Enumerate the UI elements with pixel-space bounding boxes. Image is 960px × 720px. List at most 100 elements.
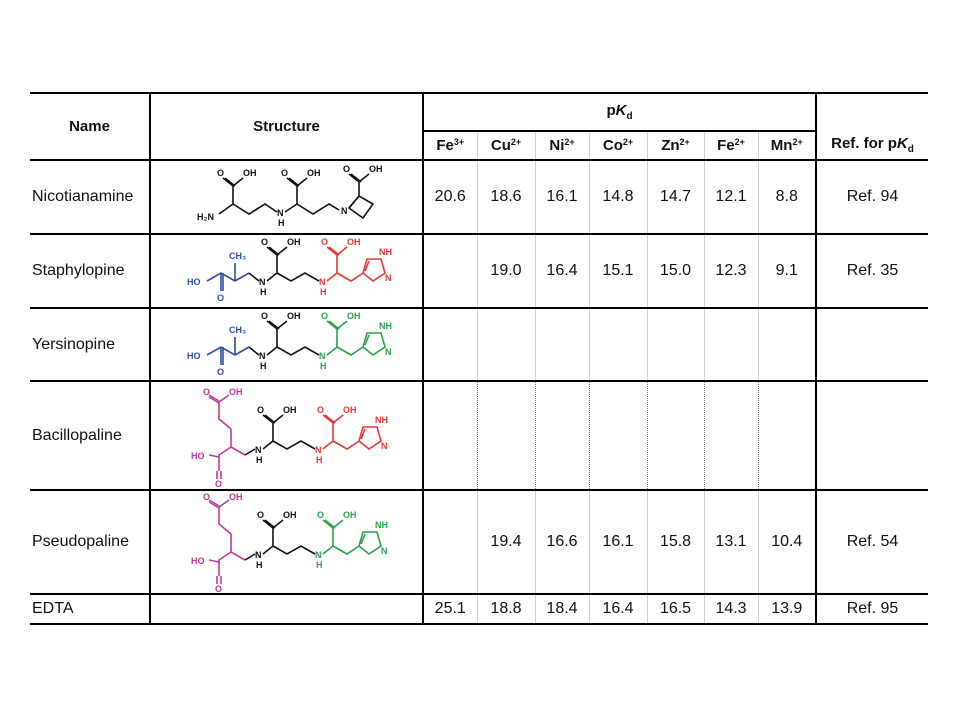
value-co2 [589, 381, 648, 491]
header-ion-mn2: Mn2+ [758, 131, 818, 161]
svg-text:N: N [315, 445, 322, 455]
compound-name: Yersinopine [30, 308, 151, 382]
header-ion-co2: Co2+ [589, 131, 648, 161]
value-fe2 [704, 381, 759, 491]
svg-text:HO: HO [187, 351, 201, 361]
value-fe3 [423, 234, 478, 309]
svg-text:N: N [381, 546, 388, 556]
svg-text:O: O [257, 405, 264, 415]
svg-text:OH: OH [343, 405, 357, 415]
header-ion-fe3: Fe3+ [423, 131, 478, 161]
value-fe3 [423, 308, 478, 382]
svg-text:OH: OH [343, 510, 357, 520]
svg-text:N: N [319, 277, 326, 287]
svg-text:H: H [260, 287, 267, 297]
value-fe2: 12.1 [704, 160, 759, 235]
svg-text:O: O [317, 405, 324, 415]
table-row: Yersinopine [30, 308, 929, 382]
svg-text:H: H [316, 560, 323, 570]
svg-text:OH: OH [229, 387, 243, 397]
pkd-table: Name Structure pKd Ref. for pKd Fe3+ Cu2… [30, 92, 929, 625]
svg-text:O: O [217, 168, 224, 178]
value-cu2: 18.6 [477, 160, 536, 235]
value-mn2 [758, 308, 818, 382]
structure-diagram: O OH HO O N H O OH N H O OH NH N [191, 492, 388, 592]
svg-text:N: N [277, 208, 284, 218]
value-mn2: 13.9 [758, 594, 818, 625]
compound-name: Staphylopine [30, 234, 151, 309]
header-ion-ni2: Ni2+ [535, 131, 590, 161]
svg-text:O: O [343, 164, 350, 174]
svg-text:O: O [203, 387, 210, 397]
value-co2: 16.4 [589, 594, 648, 625]
structure-diagram: HO O CH₃ N H O OH N H O OH NH N [187, 237, 392, 303]
svg-text:N: N [255, 550, 262, 560]
value-zn2: 16.5 [647, 594, 705, 625]
value-ni2: 18.4 [535, 594, 590, 625]
svg-text:OH: OH [283, 510, 297, 520]
table-row: Pseudopaline [30, 490, 929, 595]
svg-text:N: N [341, 206, 348, 216]
value-zn2 [647, 381, 705, 491]
reference: Ref. 95 [816, 594, 929, 625]
svg-text:OH: OH [287, 311, 301, 321]
reference: Ref. 94 [816, 160, 929, 235]
structure-diagram: HO O CH₃ N H O OH N H O OH NH N [187, 311, 392, 377]
svg-text:OH: OH [307, 168, 321, 178]
svg-text:O: O [203, 492, 210, 502]
compound-name: Nicotianamine [30, 160, 151, 235]
value-cu2: 18.8 [477, 594, 536, 625]
svg-text:N: N [255, 445, 262, 455]
svg-text:OH: OH [283, 405, 297, 415]
svg-text:O: O [321, 311, 328, 321]
svg-text:N: N [259, 351, 266, 361]
value-ni2 [535, 308, 590, 382]
header-ion-zn2: Zn2+ [647, 131, 705, 161]
svg-text:OH: OH [347, 237, 361, 247]
value-zn2: 14.7 [647, 160, 705, 235]
svg-text:OH: OH [287, 237, 301, 247]
value-co2: 14.8 [589, 160, 648, 235]
value-cu2 [477, 381, 536, 491]
svg-text:H: H [278, 218, 285, 228]
svg-text:N: N [319, 351, 326, 361]
value-cu2: 19.4 [477, 490, 536, 595]
value-fe3: 25.1 [423, 594, 478, 625]
svg-text:NH: NH [379, 247, 392, 257]
value-zn2: 15.0 [647, 234, 705, 309]
svg-text:NH: NH [379, 321, 392, 331]
value-fe2: 12.3 [704, 234, 759, 309]
value-fe2 [704, 308, 759, 382]
value-zn2 [647, 308, 705, 382]
value-fe3: 20.6 [423, 160, 478, 235]
value-ni2 [535, 381, 590, 491]
header-structure: Structure [150, 92, 424, 161]
svg-text:NH: NH [375, 415, 388, 425]
reference [816, 308, 929, 382]
value-co2: 15.1 [589, 234, 648, 309]
value-cu2: 19.0 [477, 234, 536, 309]
svg-text:O: O [317, 510, 324, 520]
table-row: EDTA 25.1 18.8 18.4 16.4 16.5 14.3 13.9 … [30, 594, 929, 625]
value-zn2: 15.8 [647, 490, 705, 595]
value-co2: 16.1 [589, 490, 648, 595]
value-mn2: 8.8 [758, 160, 818, 235]
table-row: Staphylopine [30, 234, 929, 309]
svg-text:CH₃: CH₃ [229, 325, 246, 335]
compound-name: Bacillopaline [30, 381, 151, 491]
svg-text:H: H [256, 560, 263, 570]
svg-text:H: H [256, 455, 263, 465]
value-co2 [589, 308, 648, 382]
value-ni2: 16.1 [535, 160, 590, 235]
structure-diagram: O OH H₂N N H O OH N O OH [197, 164, 383, 228]
svg-text:O: O [217, 293, 224, 303]
header-pkd-group: pKd [423, 92, 818, 132]
value-fe2: 13.1 [704, 490, 759, 595]
compound-name: Pseudopaline [30, 490, 151, 595]
value-mn2 [758, 381, 818, 491]
svg-text:OH: OH [347, 311, 361, 321]
table-row: Nicotianamine [30, 160, 929, 235]
svg-text:O: O [215, 479, 222, 487]
structure-nicotianamine: O OH H₂N N H O OH N O OH [150, 160, 424, 235]
svg-text:CH₃: CH₃ [229, 251, 246, 261]
